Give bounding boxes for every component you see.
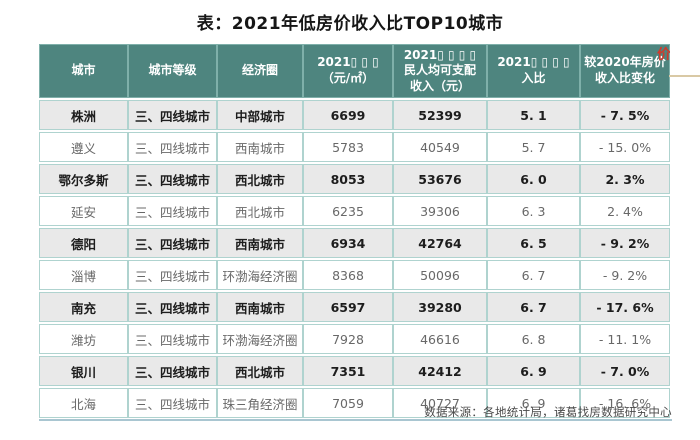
cell-tier: 三、四线城市 [128, 164, 217, 194]
cell-price: 7351 [303, 356, 393, 386]
cell-ratio: 6. 9 [487, 388, 580, 418]
cell-tier: 三、四线城市 [128, 132, 217, 162]
price-income-table: 城市 城市等级 经济圈 2021▯ ▯ ▯ （元/㎡） 2021▯ ▯ ▯ ▯ … [39, 42, 671, 420]
cell-region: 中部城市 [217, 100, 303, 130]
cell-city: 潍坊 [39, 324, 128, 354]
cell-region: 环渤海经济圈 [217, 260, 303, 290]
cell-ratio: 6. 3 [487, 196, 580, 226]
cell-price: 6934 [303, 228, 393, 258]
cell-income: 50096 [393, 260, 487, 290]
table-row: 南充 三、四线城市 西南城市 6597 39280 6. 7 - 17. 6% [39, 292, 670, 322]
table-row: 延安 三、四线城市 西北城市 6235 39306 6. 3 2. 4% [39, 196, 670, 226]
cell-tier: 三、四线城市 [128, 260, 217, 290]
cell-region: 西南城市 [217, 228, 303, 258]
red-clipped-character: 价 [657, 47, 670, 63]
cell-price: 7928 [303, 324, 393, 354]
cell-change: - 16. 6% [580, 388, 670, 418]
cell-tier: 三、四线城市 [128, 100, 217, 130]
table-row: 北海 三、四线城市 珠三角经济圈 7059 40727 6. 9 - 16. 6… [39, 388, 670, 418]
col-header-income: 2021▯ ▯ ▯ ▯ 民人均可支配 收入（元） [393, 44, 487, 98]
col-header-price: 2021▯ ▯ ▯ （元/㎡） [303, 44, 393, 98]
col-header-ratio: 2021▯ ▯ ▯ ▯ 入比 [487, 44, 580, 98]
data-table: 城市 城市等级 经济圈 2021▯ ▯ ▯ （元/㎡） 2021▯ ▯ ▯ ▯ … [39, 42, 670, 420]
cell-change: - 9. 2% [580, 260, 670, 290]
table-row: 株洲 三、四线城市 中部城市 6699 52399 5. 1 - 7. 5% [39, 100, 670, 130]
cell-ratio: 6. 7 [487, 292, 580, 322]
cell-price: 6235 [303, 196, 393, 226]
cell-city: 遵义 [39, 132, 128, 162]
cell-region: 西南城市 [217, 132, 303, 162]
col-header-change: 较2020年房价 收入比变化 [580, 44, 670, 98]
cell-price: 8053 [303, 164, 393, 194]
cell-change: - 9. 2% [580, 228, 670, 258]
cell-income: 46616 [393, 324, 487, 354]
header-row: 城市 城市等级 经济圈 2021▯ ▯ ▯ （元/㎡） 2021▯ ▯ ▯ ▯ … [39, 44, 670, 98]
cell-income: 42764 [393, 228, 487, 258]
cell-change: - 11. 1% [580, 324, 670, 354]
cell-city: 延安 [39, 196, 128, 226]
cell-city: 北海 [39, 388, 128, 418]
cell-ratio: 6. 5 [487, 228, 580, 258]
table-row: 潍坊 三、四线城市 环渤海经济圈 7928 46616 6. 8 - 11. 1… [39, 324, 670, 354]
cell-ratio: 5. 7 [487, 132, 580, 162]
cell-change: - 15. 0% [580, 132, 670, 162]
cell-ratio: 5. 1 [487, 100, 580, 130]
cell-tier: 三、四线城市 [128, 196, 217, 226]
cell-income: 42412 [393, 356, 487, 386]
cell-change: - 7. 0% [580, 356, 670, 386]
cell-price: 8368 [303, 260, 393, 290]
cell-change: - 7. 5% [580, 100, 670, 130]
cell-city: 株洲 [39, 100, 128, 130]
cell-income: 40549 [393, 132, 487, 162]
cell-income: 39306 [393, 196, 487, 226]
cell-region: 西北城市 [217, 164, 303, 194]
cell-price: 7059 [303, 388, 393, 418]
cell-change: 2. 3% [580, 164, 670, 194]
table-row: 遵义 三、四线城市 西南城市 5783 40549 5. 7 - 15. 0% [39, 132, 670, 162]
table-row: 银川 三、四线城市 西北城市 7351 42412 6. 9 - 7. 0% [39, 356, 670, 386]
cell-tier: 三、四线城市 [128, 324, 217, 354]
cell-region: 西北城市 [217, 356, 303, 386]
cell-ratio: 6. 8 [487, 324, 580, 354]
cell-tier: 三、四线城市 [128, 292, 217, 322]
bottom-divider-line [39, 419, 672, 421]
page-title: 表：2021年低房价收入比TOP10城市 [196, 14, 504, 34]
cell-region: 西北城市 [217, 196, 303, 226]
cell-tier: 三、四线城市 [128, 228, 217, 258]
table-row: 淄博 三、四线城市 环渤海经济圈 8368 50096 6. 7 - 9. 2% [39, 260, 670, 290]
cell-price: 5783 [303, 132, 393, 162]
beige-divider-line [669, 75, 700, 77]
cell-tier: 三、四线城市 [128, 388, 217, 418]
cell-region: 环渤海经济圈 [217, 324, 303, 354]
table-row: 德阳 三、四线城市 西南城市 6934 42764 6. 5 - 9. 2% [39, 228, 670, 258]
cell-income: 39280 [393, 292, 487, 322]
cell-region: 珠三角经济圈 [217, 388, 303, 418]
cell-change: 2. 4% [580, 196, 670, 226]
cell-city: 德阳 [39, 228, 128, 258]
cell-city: 鄂尔多斯 [39, 164, 128, 194]
cell-income: 53676 [393, 164, 487, 194]
cell-city: 银川 [39, 356, 128, 386]
cell-price: 6597 [303, 292, 393, 322]
table-row: 鄂尔多斯 三、四线城市 西北城市 8053 53676 6. 0 2. 3% [39, 164, 670, 194]
cell-income: 52399 [393, 100, 487, 130]
cell-city: 南充 [39, 292, 128, 322]
cell-region: 西南城市 [217, 292, 303, 322]
cell-price: 6699 [303, 100, 393, 130]
col-header-region: 经济圈 [217, 44, 303, 98]
col-header-city: 城市 [39, 44, 128, 98]
cell-income: 40727 [393, 388, 487, 418]
col-header-tier: 城市等级 [128, 44, 217, 98]
cell-ratio: 6. 0 [487, 164, 580, 194]
cell-ratio: 6. 9 [487, 356, 580, 386]
cell-tier: 三、四线城市 [128, 356, 217, 386]
data-source-note: 数据来源：各地统计局，诸葛找房数据研究中心 [424, 405, 672, 419]
cell-change: - 17. 6% [580, 292, 670, 322]
cell-city: 淄博 [39, 260, 128, 290]
cell-ratio: 6. 7 [487, 260, 580, 290]
